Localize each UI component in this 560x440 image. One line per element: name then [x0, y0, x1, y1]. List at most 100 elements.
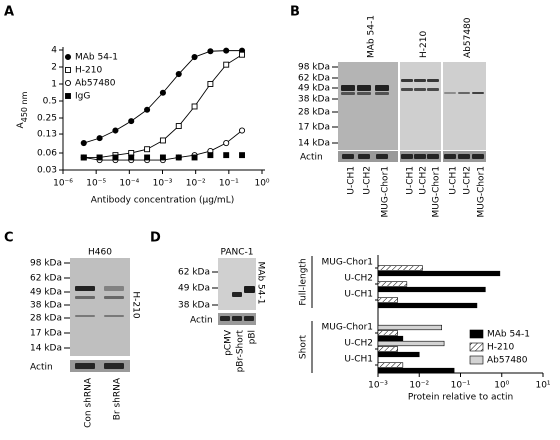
y-tick-label: 2	[51, 62, 57, 72]
y-axis-label: A450 nm	[16, 91, 29, 128]
category-label: U-CH2	[344, 274, 373, 284]
bar	[377, 367, 455, 374]
marker	[175, 123, 182, 130]
marker	[144, 154, 151, 161]
legend-marker	[64, 79, 72, 87]
antibody-label: H-210	[419, 31, 429, 58]
x-tick-label: 10⁻¹	[219, 179, 239, 189]
legend-marker	[64, 53, 72, 61]
antibody-label: Ab57480	[463, 17, 473, 58]
marker	[175, 154, 182, 161]
y-axis-label-main: A	[16, 121, 26, 128]
bar	[377, 281, 408, 287]
bar	[377, 324, 442, 331]
lane-label: MUG-Chor1	[381, 166, 391, 218]
cell-line-label: H460	[88, 248, 112, 258]
blot-band	[75, 286, 95, 291]
marker	[223, 152, 230, 159]
lane-label: U-CH2	[419, 166, 429, 195]
marker	[207, 152, 214, 159]
panel-letter: D	[150, 231, 161, 246]
y-tick-label: 4	[51, 46, 57, 56]
legend-label: MAb 54-1	[487, 330, 530, 340]
blot-band	[414, 154, 426, 159]
marker	[239, 152, 245, 159]
bar	[377, 286, 486, 293]
mw-marker: 38 kDa	[30, 301, 62, 311]
category-label: U-CH1	[344, 290, 373, 300]
lane-label: U-CH1	[347, 166, 357, 195]
legend-label: H-210	[487, 343, 514, 353]
x-tick-label: 10⁻²	[186, 179, 206, 189]
blot-membrane	[443, 62, 486, 150]
antibody-label: H-210	[131, 291, 141, 318]
marker	[238, 127, 246, 134]
blot-band	[75, 363, 95, 369]
legend-swatch	[469, 342, 484, 352]
mw-marker: 98 kDa	[298, 63, 330, 73]
lane-label: U-CH1	[449, 166, 459, 195]
marker	[175, 71, 182, 78]
blot-band	[342, 154, 354, 159]
y-tick-label: 0.06	[37, 149, 57, 159]
bar	[377, 351, 420, 358]
x-tick-label: 10⁻⁶	[53, 179, 73, 189]
mw-marker: 14 kDa	[298, 139, 330, 149]
blot-band	[244, 286, 255, 293]
cell-line-label: PANC-1	[221, 248, 254, 258]
lane-label: pBl	[248, 330, 258, 344]
loading-label: Actin	[300, 153, 323, 163]
blot-band	[104, 296, 124, 299]
blot-band	[357, 85, 371, 91]
legend-label: Ab57480	[487, 356, 528, 366]
legend-marker	[65, 93, 71, 99]
lane-label: pBr-Short	[236, 330, 246, 373]
legend-label: MAb 54-1	[75, 53, 118, 63]
x-tick-label: 10¹	[535, 381, 550, 391]
panel-letter: A	[4, 5, 14, 20]
blot-band	[232, 292, 242, 297]
marker	[239, 51, 245, 58]
x-tick-label: 10⁻³	[153, 179, 173, 189]
legend-label: Ab57480	[75, 79, 116, 89]
y-tick-label: 0.25	[37, 113, 57, 123]
x-tick-label: 10⁻²	[409, 381, 429, 391]
blot-band	[232, 316, 242, 321]
panel-letter: B	[290, 5, 300, 20]
x-tick-label: 10⁰	[494, 381, 509, 391]
lane-label: MUG-Chor1	[477, 166, 487, 218]
legend-label: H-210	[75, 66, 102, 76]
marker	[207, 81, 214, 87]
blot-band	[244, 316, 254, 321]
y-tick-label: 0.03	[37, 166, 57, 176]
blot-band	[75, 315, 95, 317]
category-label: U-CH1	[344, 355, 373, 365]
marker	[128, 118, 135, 125]
blot-band	[414, 79, 426, 82]
panel-letter: C	[4, 231, 14, 246]
marker	[80, 154, 87, 161]
marker	[112, 154, 119, 161]
marker	[128, 154, 135, 161]
lane-label: U-CH2	[363, 166, 373, 195]
marker	[144, 106, 151, 113]
mw-marker: 28 kDa	[30, 314, 62, 324]
category-label: MUG-Chor1	[322, 323, 374, 333]
antibody-label: MAb 54-1	[367, 15, 377, 58]
marker	[96, 135, 103, 142]
blot-membrane	[400, 62, 441, 150]
marker	[80, 140, 87, 147]
mw-marker: 17 kDa	[30, 329, 62, 339]
x-tick-label: 10⁻⁵	[86, 179, 106, 189]
bar	[377, 265, 423, 271]
loading-label: Actin	[190, 316, 213, 326]
blot-band	[104, 363, 124, 369]
lane-label: Con shRNA	[84, 377, 94, 428]
marker	[191, 103, 198, 110]
blot-band	[358, 154, 370, 159]
marker	[144, 146, 151, 153]
blot-band	[427, 79, 439, 82]
blot-band	[427, 154, 439, 159]
group-label: Short	[299, 334, 309, 359]
